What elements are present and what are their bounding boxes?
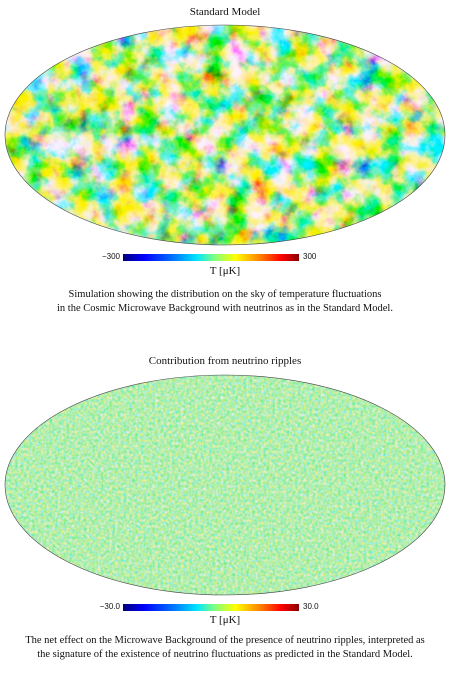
panel-1-caption-line-1: Simulation showing the distribution on t… <box>68 289 382 300</box>
panel-1-unit-label: T [μK] <box>209 265 241 277</box>
temperature-field-large <box>5 25 445 245</box>
colorbar-max-label: 300 <box>303 252 317 261</box>
neutrino-ripples-sky-map <box>4 374 446 596</box>
colorbar-min-label: −300 <box>101 252 120 261</box>
panel-2-unit-label: T [μK] <box>209 614 241 626</box>
panel-2-caption-line-2: the signature of the existence of neutri… <box>37 649 413 660</box>
colorbar-gradient <box>123 254 299 261</box>
standard-model-sky-map <box>4 24 446 246</box>
panel-2-caption: The net effect on the Microwave Backgrou… <box>0 634 450 662</box>
map-outline <box>4 24 446 246</box>
colorbar-min-label: −30.0 <box>99 602 120 611</box>
map-outline <box>4 374 446 596</box>
temperature-field-fine <box>5 375 445 595</box>
colorbar-max-label: 30.0 <box>303 602 319 611</box>
colorbar-gradient <box>123 604 299 611</box>
panel-2-title: Contribution from neutrino ripples <box>148 355 302 367</box>
panel-2-colorbar: −30.0 30.0 <box>0 602 450 614</box>
panel-1-caption: Simulation showing the distribution on t… <box>0 288 450 316</box>
panel-1-colorbar: −300 300 <box>0 252 450 264</box>
panel-1-title: Standard Model <box>189 6 261 18</box>
panel-1-caption-line-2: in the Cosmic Microwave Background with … <box>57 303 393 314</box>
panel-2-caption-line-1: The net effect on the Microwave Backgrou… <box>25 635 425 646</box>
